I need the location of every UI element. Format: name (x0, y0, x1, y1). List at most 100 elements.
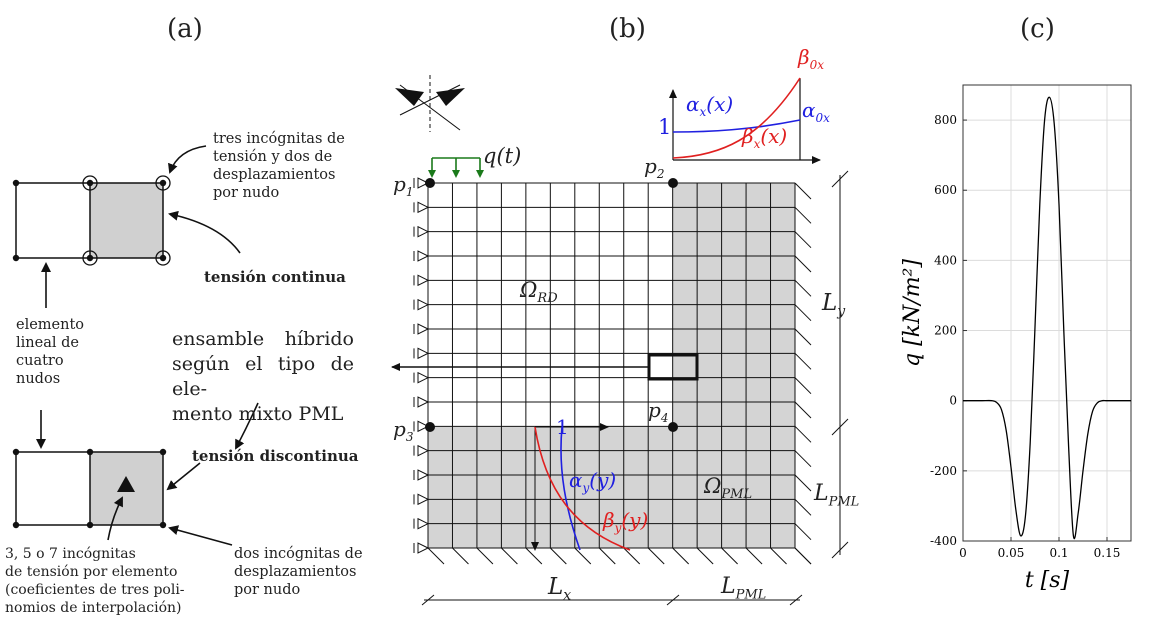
arrow-tension-discontinua (166, 462, 201, 491)
load-arrows (428, 157, 484, 178)
hatch-line (794, 425, 812, 443)
alpha-0x-label: α0x (802, 98, 830, 125)
point-p1: p1 (393, 172, 414, 199)
roller-support (417, 396, 430, 408)
arrow-tension-continua (168, 210, 241, 254)
inset-graph-y (531, 423, 631, 551)
hatch-line (794, 279, 812, 297)
fixed-boundary-hatch (427, 182, 812, 565)
beta-0x-label: β0x (798, 45, 824, 72)
roller-support (417, 274, 430, 287)
point-p3: p3 (393, 417, 414, 444)
hatch-line (427, 547, 445, 565)
hatch-line (770, 547, 787, 565)
x-axis-label: t [s] (1025, 568, 1070, 593)
roller-supports (413, 177, 430, 554)
y-tick-label: -200 (930, 464, 957, 478)
chart-grid (962, 85, 1131, 542)
panel-b-label: (b) (609, 14, 646, 44)
roller-support (417, 444, 430, 457)
dimension-horizontal (421, 594, 803, 606)
bottom-left-note: 3, 5 o 7 incógnitas de tensión por eleme… (5, 546, 185, 616)
hatch-line (794, 547, 812, 565)
y-tick-label: 800 (934, 113, 957, 127)
hatch-line (672, 547, 690, 565)
lpml-vertical-label: LPML (814, 481, 860, 510)
roller-support (417, 493, 430, 506)
omega-pml-label: ΩPML (704, 474, 753, 503)
point-p2: p2 (644, 154, 665, 181)
hatch-line (794, 498, 812, 516)
hatch-line (794, 401, 812, 419)
hatch-line (794, 255, 812, 273)
hatch-line (623, 547, 641, 565)
roller-support (417, 371, 430, 384)
hatch-line (794, 304, 812, 322)
roller-support (417, 298, 430, 311)
hatch-line (794, 474, 812, 492)
arrow-ensamble (235, 402, 259, 450)
y-tick-label: 400 (934, 253, 957, 267)
omega-rd-label: ΩRD (520, 278, 558, 307)
y-axis-label: q [kN/m²] (900, 259, 925, 367)
lpml-horizontal-label: LPML (721, 574, 767, 603)
chart-ticks: 0 0.05 0.1 0.15 -400 -200 0 200 400 600 800 (930, 113, 1120, 560)
hatch-line (794, 377, 812, 395)
load-label: q(t) (483, 144, 522, 168)
hatch-line (794, 231, 812, 249)
chart-frame (962, 84, 1132, 542)
y-tick-label: 600 (934, 183, 957, 197)
y-tick-label: -400 (930, 534, 957, 548)
hatch-line (476, 547, 494, 565)
nodes-bottom (12, 448, 167, 529)
ly-label: Ly (822, 290, 846, 320)
beta-y-label: βy(y) (603, 508, 649, 535)
panel-c-label: (c) (1020, 14, 1055, 44)
alpha-x-label: αx(x) (686, 92, 734, 119)
x-tick-label: 0 (959, 546, 967, 560)
roller-support (417, 177, 430, 189)
hatch-line (794, 328, 812, 346)
hatch-line (794, 352, 812, 370)
hatch-line (794, 523, 812, 541)
hatch-line (794, 450, 812, 468)
series-line (963, 96, 1131, 540)
roller-support (417, 517, 430, 530)
hatch-line (647, 547, 665, 565)
roller-support (417, 201, 430, 214)
hatch-line (794, 182, 812, 200)
roller-support (417, 420, 430, 433)
x-tick-label: 0.15 (1094, 546, 1121, 560)
inset-one-label: 1 (658, 115, 672, 139)
y-tick-label: 0 (949, 394, 957, 408)
inset-graph-x (669, 77, 821, 164)
bottom-right-note: dos incógnitas de desplazamientos por nu… (234, 546, 363, 598)
hatch-line (574, 547, 592, 565)
hatch-line (501, 547, 518, 565)
roller-support (417, 347, 430, 360)
x-tick-label: 0.1 (1049, 546, 1068, 560)
arrow-bottom-right (168, 525, 233, 546)
dimension-vertical (831, 170, 849, 559)
roller-support (417, 250, 430, 262)
lower-inset-one-label: 1 (556, 415, 569, 439)
elemento-lineal-note: elemento lineal de cuatro nudos (16, 317, 85, 387)
symmetry-icon (395, 75, 465, 132)
panel-a-label: (a) (167, 14, 203, 44)
hatch-line (745, 547, 763, 565)
arrow-triangle (107, 496, 123, 541)
hatch-line (696, 547, 714, 565)
alpha-y-label: αy(y) (569, 468, 617, 495)
hatch-line (452, 547, 469, 565)
ensamble-note: ensamble híbrido según el tipo de ele- m… (172, 328, 354, 425)
mesh-grid (427, 182, 796, 549)
arrow-top-note (168, 145, 207, 174)
lx-label: Lx (548, 574, 572, 604)
tension-continua-label: tensión continua (204, 268, 346, 286)
tension-discontinua-label: tensión discontinua (192, 447, 359, 465)
hatch-line (598, 547, 616, 565)
hatch-line (549, 547, 567, 565)
roller-support (417, 542, 430, 554)
point-p4: p4 (648, 398, 669, 425)
